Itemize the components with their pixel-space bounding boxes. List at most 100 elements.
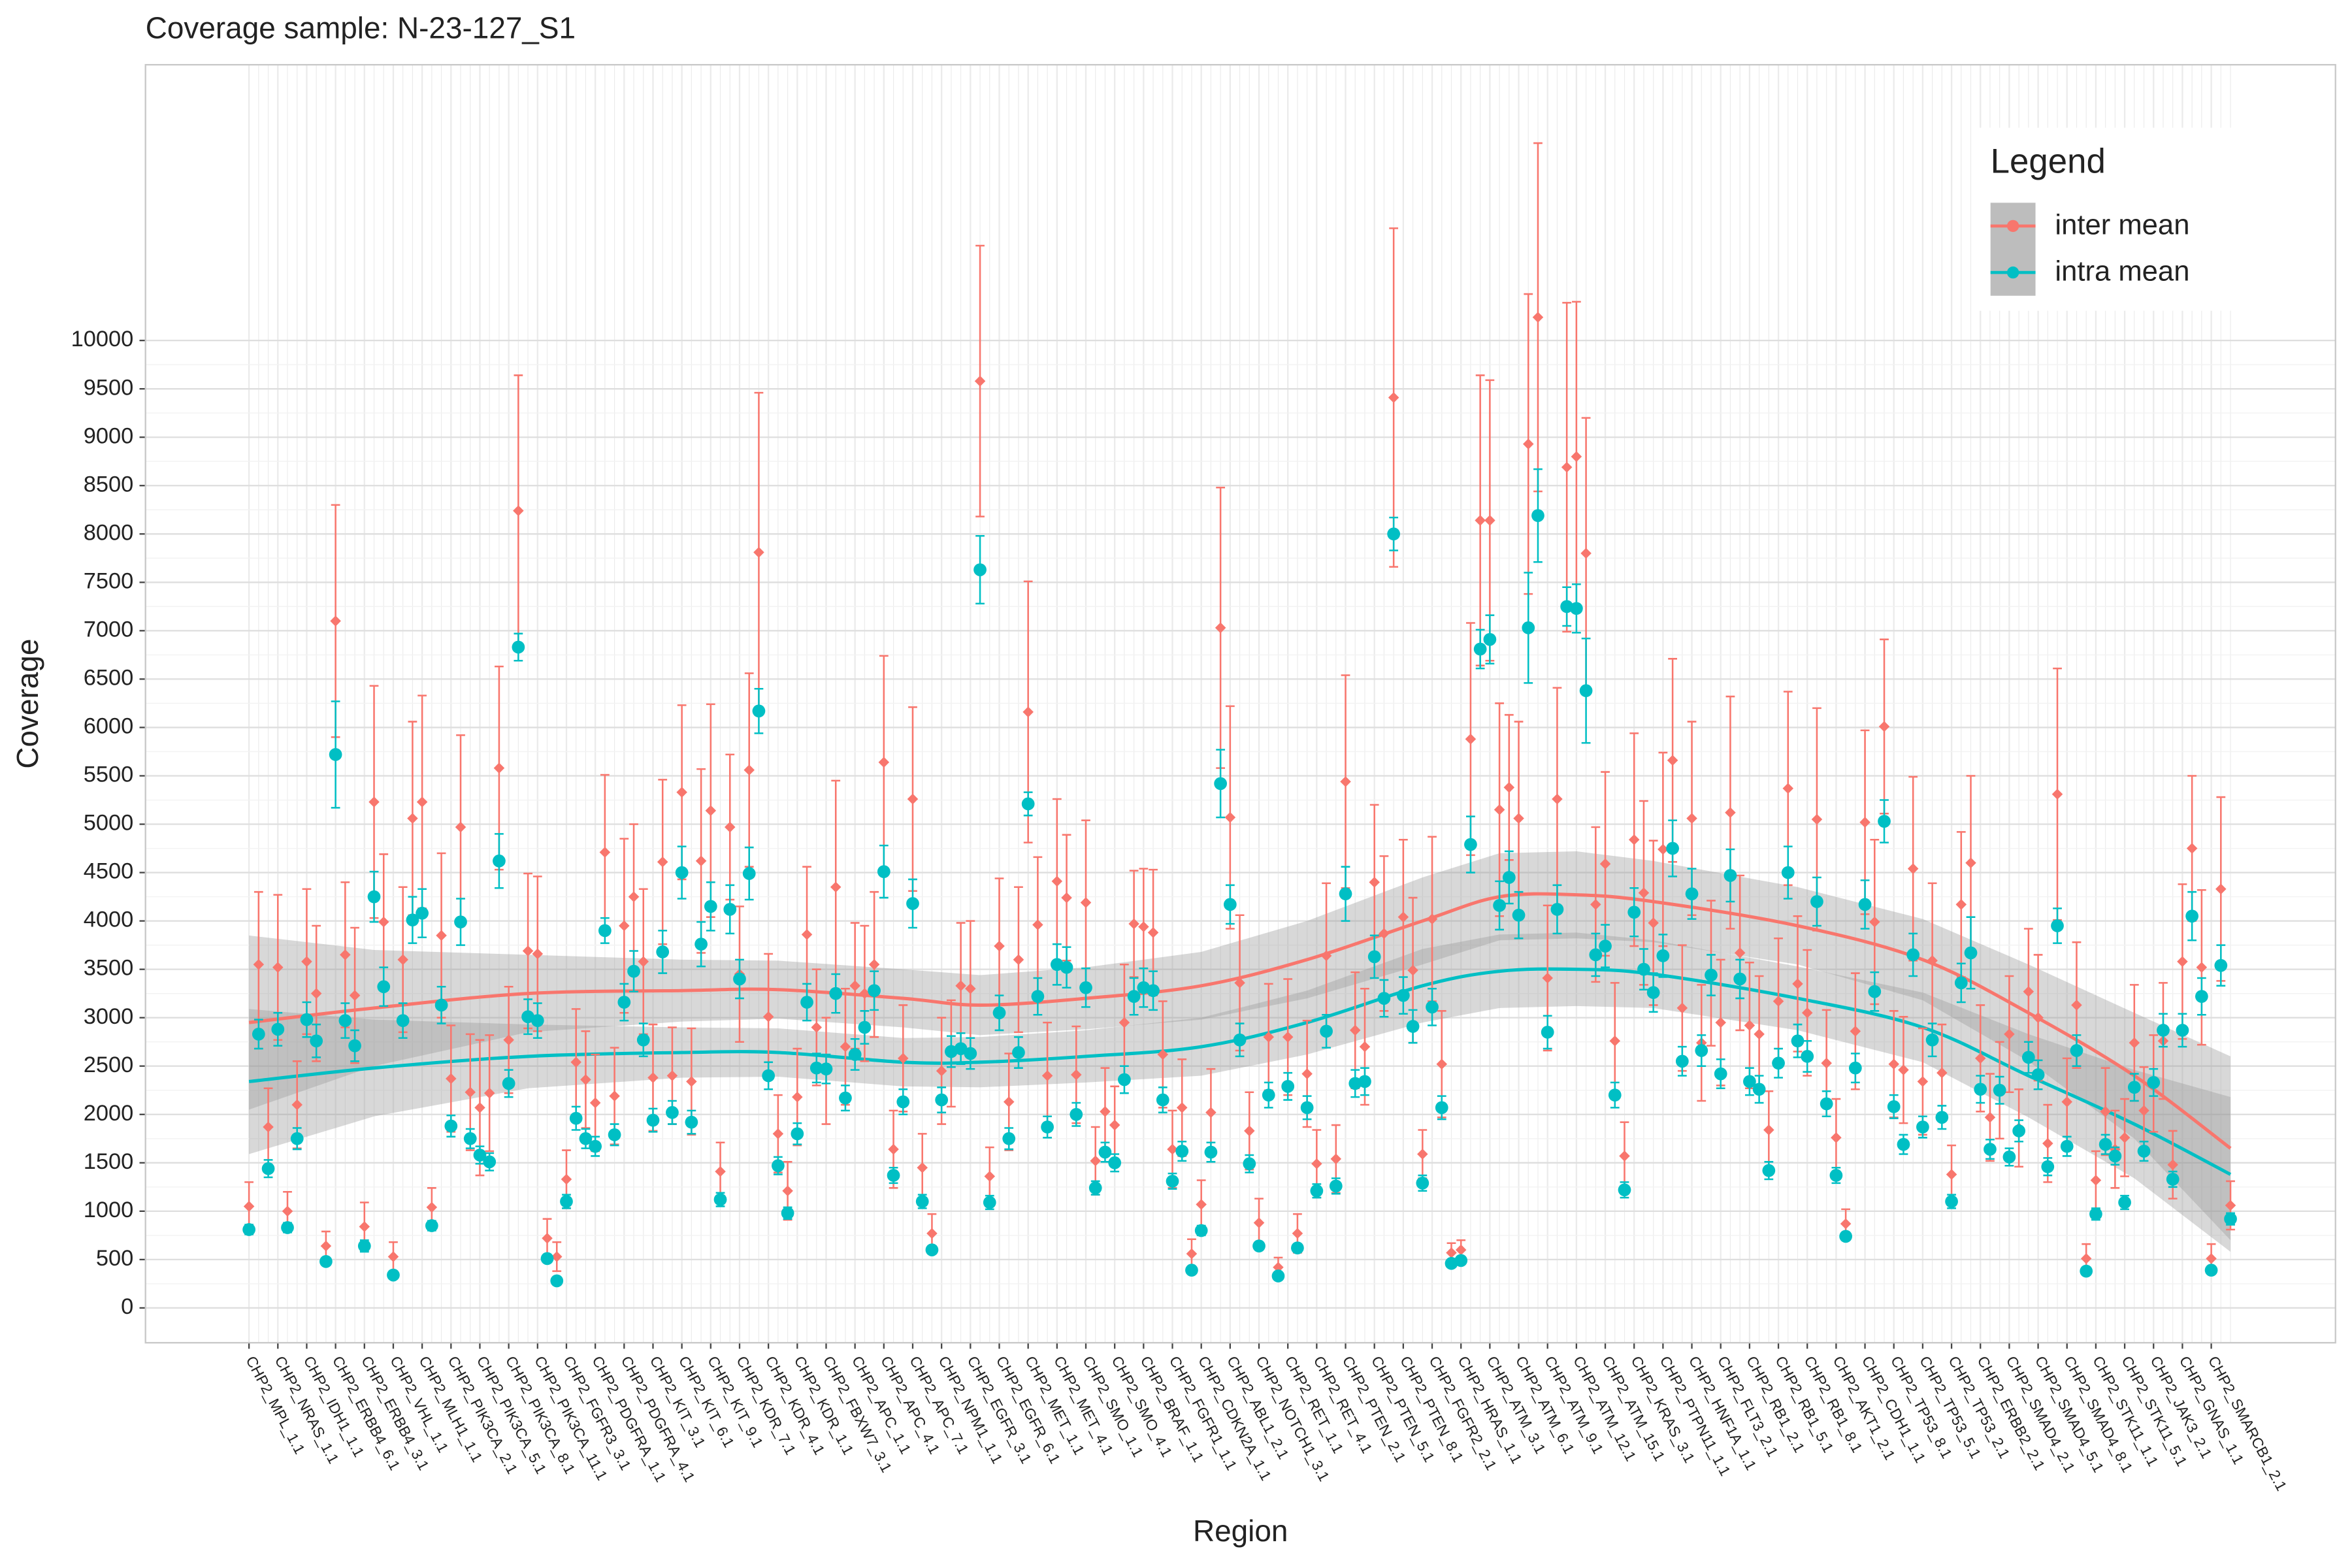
point bbox=[1080, 897, 1092, 908]
point bbox=[1003, 1096, 1015, 1107]
point bbox=[877, 865, 890, 878]
point bbox=[1061, 892, 1072, 904]
y-tick-label: 5000 bbox=[84, 811, 134, 836]
point bbox=[542, 1233, 553, 1244]
point bbox=[1502, 871, 1516, 884]
point bbox=[253, 958, 265, 970]
bands bbox=[249, 851, 2231, 1252]
point bbox=[1637, 962, 1650, 976]
point bbox=[752, 704, 766, 718]
y-tick-label: 1500 bbox=[84, 1149, 134, 1174]
point bbox=[792, 1091, 803, 1103]
point bbox=[1300, 1101, 1314, 1115]
point bbox=[695, 855, 707, 867]
point bbox=[1349, 1024, 1361, 1036]
point bbox=[348, 1039, 361, 1053]
point bbox=[531, 1014, 544, 1027]
point bbox=[1138, 921, 1149, 932]
point bbox=[2147, 1076, 2161, 1089]
point bbox=[1194, 1224, 1208, 1237]
point bbox=[2089, 1207, 2102, 1221]
point bbox=[1839, 1230, 1852, 1243]
point bbox=[1379, 928, 1390, 939]
point bbox=[646, 1113, 660, 1127]
point bbox=[1993, 1083, 2006, 1097]
point bbox=[2185, 909, 2199, 923]
point bbox=[561, 1173, 572, 1185]
point bbox=[1051, 875, 1063, 887]
point bbox=[1196, 1199, 1207, 1210]
point bbox=[2100, 1106, 2111, 1117]
point bbox=[666, 1070, 678, 1081]
point bbox=[1550, 902, 1564, 916]
point bbox=[666, 1105, 679, 1119]
point bbox=[724, 821, 736, 833]
point bbox=[1407, 964, 1418, 976]
point bbox=[762, 1069, 776, 1083]
point bbox=[617, 996, 631, 1009]
point bbox=[493, 762, 505, 774]
point bbox=[954, 1042, 968, 1055]
point bbox=[694, 938, 708, 951]
point bbox=[319, 1254, 333, 1268]
point bbox=[1367, 950, 1381, 964]
point bbox=[1685, 887, 1699, 901]
point bbox=[407, 813, 418, 824]
point bbox=[550, 1274, 564, 1288]
point bbox=[1233, 1033, 1247, 1047]
point bbox=[782, 1185, 793, 1197]
point bbox=[1945, 1195, 1958, 1208]
point bbox=[282, 1205, 293, 1217]
point bbox=[849, 980, 860, 992]
point bbox=[2127, 1081, 2141, 1094]
point bbox=[1897, 1137, 1910, 1151]
legend-label: intra mean bbox=[2055, 256, 2189, 287]
point bbox=[1455, 1244, 1467, 1256]
point bbox=[2004, 1028, 2015, 1040]
point bbox=[839, 1091, 852, 1105]
point bbox=[1454, 1254, 1468, 1267]
point bbox=[1648, 917, 1659, 928]
point bbox=[2196, 962, 2208, 973]
point bbox=[983, 1196, 996, 1209]
point bbox=[800, 996, 813, 1009]
point bbox=[271, 1022, 285, 1036]
point bbox=[1494, 804, 1505, 815]
point bbox=[887, 1169, 900, 1182]
point bbox=[2215, 883, 2227, 895]
point bbox=[1781, 866, 1795, 879]
point bbox=[1292, 1228, 1303, 1239]
point bbox=[1493, 899, 1506, 912]
point bbox=[263, 1121, 274, 1133]
point bbox=[1215, 622, 1226, 634]
point bbox=[1464, 838, 1477, 851]
point bbox=[436, 930, 447, 941]
point bbox=[888, 1143, 899, 1155]
point bbox=[493, 854, 506, 868]
y-tick-label: 5500 bbox=[84, 762, 134, 787]
point bbox=[329, 748, 342, 761]
point bbox=[387, 1251, 399, 1262]
point bbox=[503, 1034, 514, 1046]
point bbox=[1320, 1024, 1333, 1038]
point bbox=[868, 958, 880, 970]
point bbox=[1658, 843, 1669, 855]
point bbox=[1791, 1034, 1805, 1048]
point bbox=[868, 984, 881, 998]
point bbox=[1675, 1054, 1689, 1068]
point bbox=[465, 1086, 476, 1098]
y-tick-label: 8500 bbox=[84, 472, 134, 497]
point bbox=[483, 1155, 497, 1169]
y-tick-label: 6500 bbox=[84, 666, 134, 691]
point bbox=[1426, 913, 1438, 924]
point bbox=[2041, 1160, 2055, 1173]
panel-border bbox=[144, 63, 2336, 1344]
point bbox=[1801, 1050, 1814, 1063]
point bbox=[512, 640, 525, 654]
point bbox=[1666, 841, 1679, 855]
point bbox=[1927, 955, 1938, 966]
y-tick-label: 500 bbox=[96, 1246, 133, 1271]
point bbox=[840, 1041, 851, 1053]
point bbox=[1580, 547, 1592, 559]
